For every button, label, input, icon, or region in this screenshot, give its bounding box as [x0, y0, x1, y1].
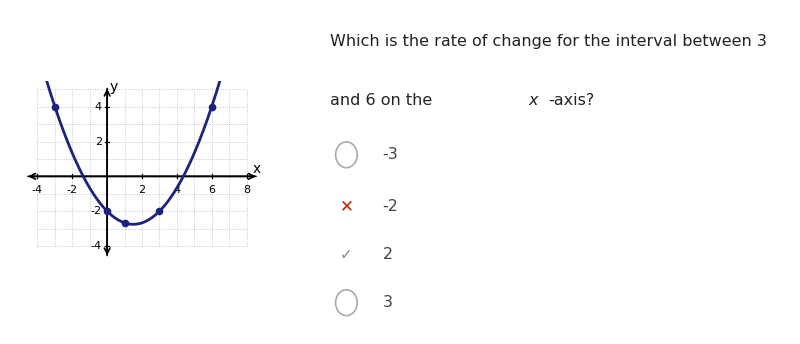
Text: 4: 4 — [94, 101, 102, 112]
Text: 3: 3 — [382, 295, 392, 310]
Text: -4: -4 — [90, 241, 102, 251]
Text: -2: -2 — [382, 199, 398, 214]
Text: ✕: ✕ — [339, 197, 354, 215]
Text: 4: 4 — [174, 185, 181, 195]
Text: x: x — [253, 162, 261, 175]
Text: -2: -2 — [66, 185, 78, 195]
Text: ✓: ✓ — [340, 247, 353, 262]
Text: 2: 2 — [138, 185, 146, 195]
Text: -axis?: -axis? — [548, 93, 594, 108]
Text: Which is the rate of change for the interval between 3: Which is the rate of change for the inte… — [330, 34, 766, 50]
Text: -3: -3 — [382, 147, 398, 162]
Text: -4: -4 — [32, 185, 43, 195]
Text: 2: 2 — [94, 137, 102, 147]
Text: y: y — [110, 80, 118, 95]
Text: -2: -2 — [90, 206, 102, 216]
Text: 8: 8 — [243, 185, 250, 195]
Text: x: x — [529, 93, 538, 108]
Text: and 6 on the: and 6 on the — [330, 93, 437, 108]
Text: 2: 2 — [382, 247, 393, 262]
Text: 6: 6 — [208, 185, 215, 195]
